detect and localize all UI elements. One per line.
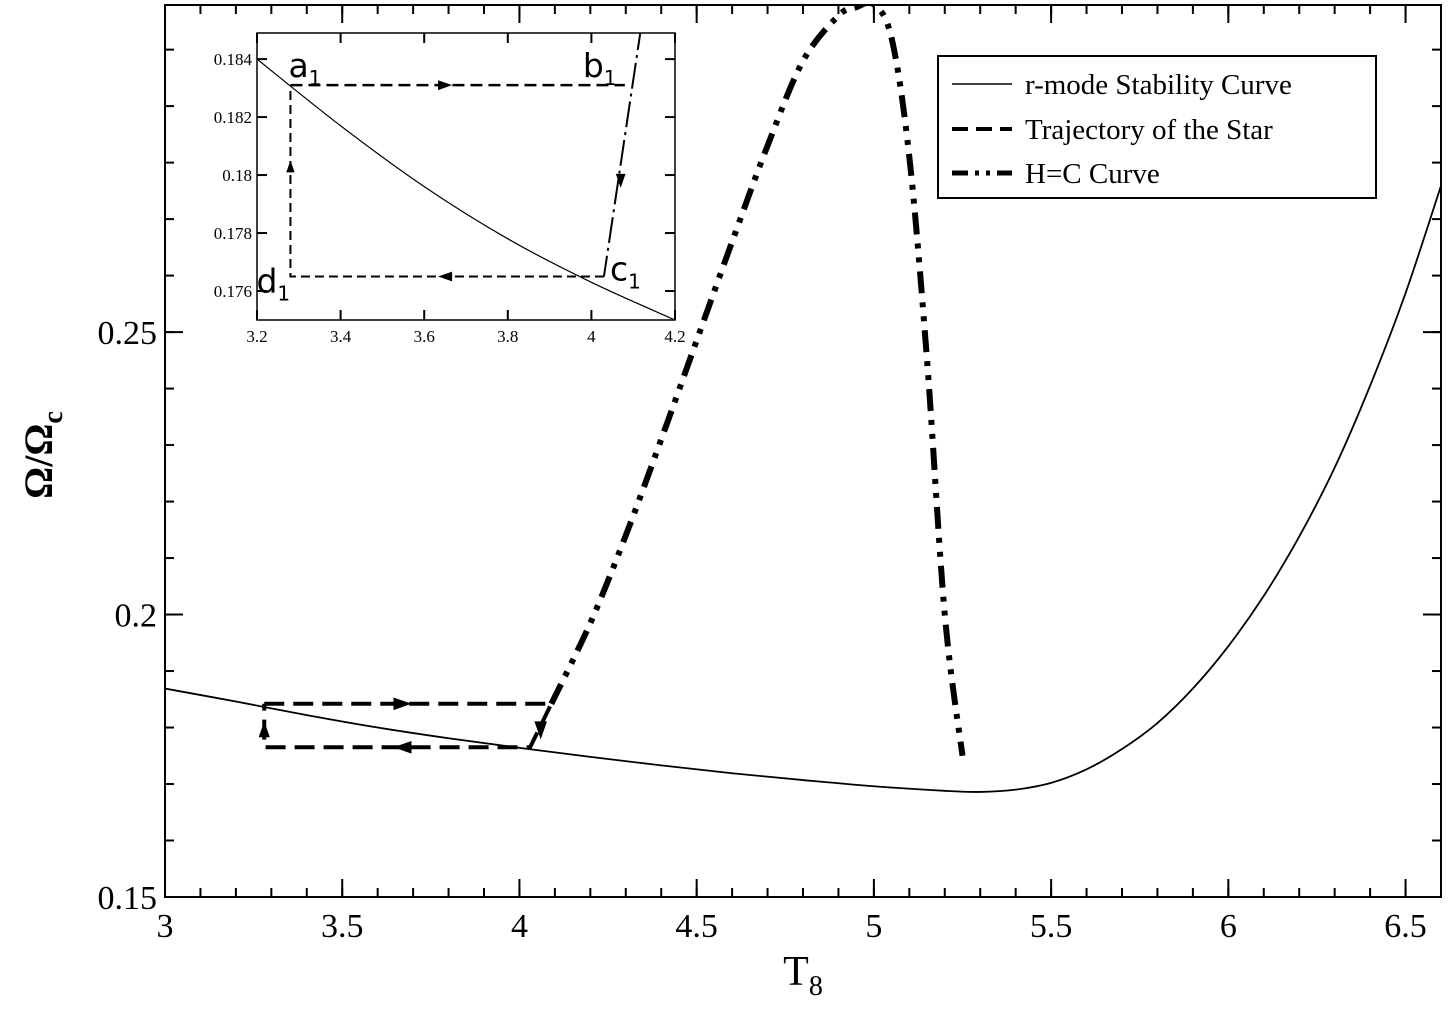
x-tick-label: 5	[865, 908, 882, 945]
inset-x-tick-label: 3.4	[330, 327, 352, 346]
x-tick-label: 3.5	[321, 908, 364, 945]
inset-series-rmode-line	[257, 58, 675, 320]
inset-x-tick-label: 3.8	[497, 327, 518, 346]
inset-trajectory-arrow	[286, 160, 295, 173]
series-hc-line	[548, 5, 966, 757]
inset-trajectory-descent	[602, 33, 642, 277]
series-trajectory-line	[262, 701, 555, 750]
x-tick-label: 4.5	[675, 908, 718, 945]
inset-x-tick-label: 3.2	[246, 327, 267, 346]
x-tick-label: 6.5	[1384, 908, 1427, 945]
legend-label-hc: H=C Curve	[1025, 158, 1160, 190]
series-rmode-line	[165, 185, 1441, 793]
inset-point-label-b: b1	[583, 46, 617, 90]
y-tick-label: 0.2	[115, 598, 158, 635]
trajectory-arrow	[393, 697, 412, 711]
inset-trajectory-arrow	[438, 80, 453, 91]
main-ticks: 3 3.5 4 4.5 5 5.5 6 6.5 0.15 0.2 0.25	[98, 5, 1442, 945]
inset-trajectory-arrow	[438, 271, 453, 282]
inset-point-labels: a1 b1 c1 d1	[256, 46, 640, 305]
x-tick-label: 3	[157, 908, 174, 945]
y-axis-label: Ω/Ωc	[16, 411, 69, 499]
x-tick-label: 4	[511, 908, 528, 945]
inset-trajectory-arrow	[615, 173, 626, 188]
y-tick-label: 0.25	[98, 315, 158, 352]
legend-label-rmode: r-mode Stability Curve	[1025, 69, 1292, 101]
trajectory-arrow	[393, 740, 412, 754]
inset-point-label-d: d1	[256, 262, 290, 306]
y-tick-label: 0.15	[98, 880, 158, 917]
inset-ticks: 3.2 3.4 3.6 3.8 4 4.2 0.176 0.178 0.18 0.182 0.184	[214, 33, 686, 346]
x-tick-label: 6	[1220, 908, 1237, 945]
inset-series-group	[257, 33, 675, 320]
inset-y-tick-label: 0.18	[222, 166, 252, 185]
inset-point-label-c: c1	[610, 250, 641, 294]
legend: r-mode Stability Curve Trajectory of the…	[937, 55, 1377, 199]
inset-y-tick-label: 0.182	[214, 108, 252, 127]
legend-label-trajectory: Trajectory of the Star	[1025, 114, 1273, 146]
inset-trajectory-bottom-left	[289, 85, 604, 278]
inset-x-tick-label: 4	[587, 327, 596, 346]
inset-y-tick-label: 0.178	[214, 224, 252, 243]
inset-x-tick-label: 4.2	[664, 327, 685, 346]
trajectory-arrow	[258, 721, 270, 738]
x-tick-label: 5.5	[1030, 908, 1073, 945]
inset-x-tick-label: 3.6	[414, 327, 435, 346]
x-axis-label: T8	[783, 949, 823, 1002]
inset-y-tick-label: 0.184	[214, 50, 253, 69]
inset-point-label-a: a1	[288, 46, 321, 90]
trajectory-arrow	[534, 721, 548, 740]
inset-y-tick-label: 0.176	[214, 282, 252, 301]
main-series-group	[165, 5, 1441, 793]
